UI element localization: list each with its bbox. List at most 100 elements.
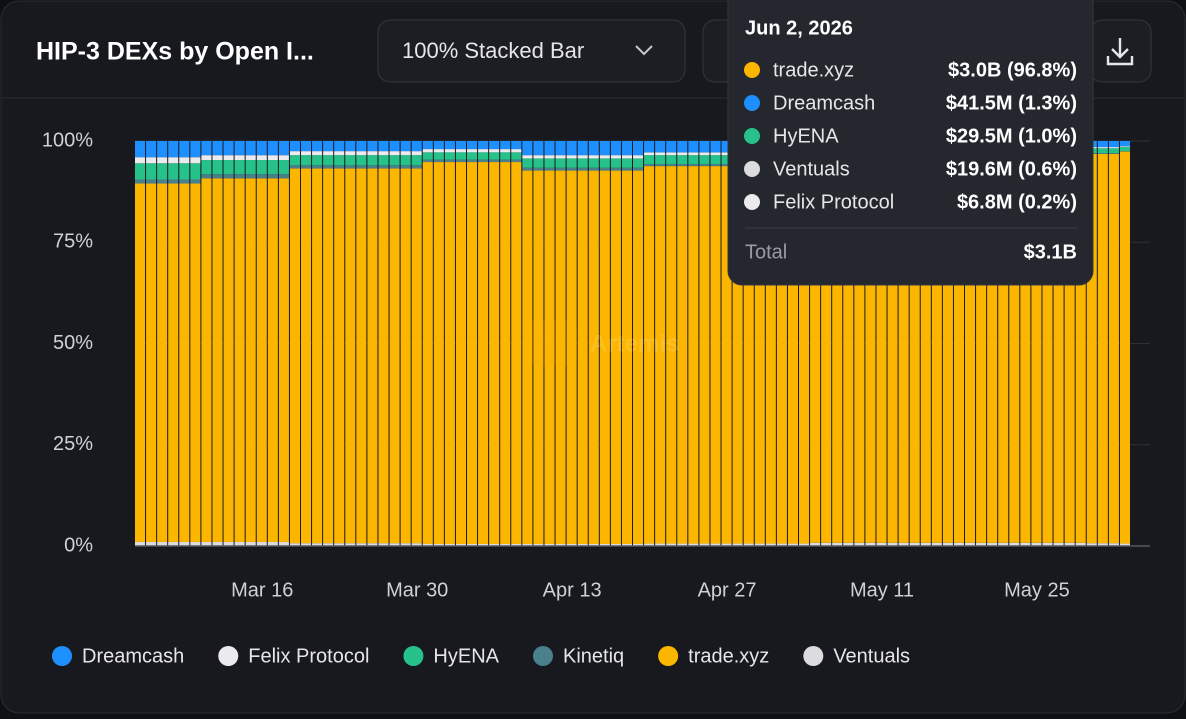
bar-segment [257, 174, 267, 178]
bar-segment [1109, 154, 1119, 543]
bar-segment [212, 155, 222, 160]
bar-segment [1120, 141, 1130, 146]
bar-segment [412, 141, 422, 151]
bar-segment [179, 179, 189, 183]
bar-segment [445, 149, 455, 152]
bar-segment [390, 155, 400, 165]
bar-segment [224, 174, 234, 178]
bar-segment [456, 160, 466, 162]
bar-segment [533, 168, 543, 171]
bar-segment [1120, 147, 1130, 151]
bar-segment [356, 155, 366, 165]
bar-segment [655, 141, 665, 152]
bar-segment [467, 160, 477, 162]
bar-segment [611, 158, 621, 167]
x-tick-label: Mar 30 [386, 579, 448, 601]
bar-segment [246, 155, 256, 160]
bar-segment [478, 160, 488, 162]
bar-segment [179, 184, 189, 542]
bar-segment [367, 155, 377, 165]
bar-segment [235, 141, 245, 155]
bar-segment [212, 141, 222, 155]
chart-title: HIP-3 DEXs by Open I... [36, 38, 314, 66]
bar-segment [445, 162, 455, 544]
bar-segment [212, 174, 222, 178]
bar-segment [500, 141, 510, 149]
bar-segment [589, 155, 599, 158]
bar-segment [157, 157, 167, 163]
bar-segment [290, 169, 300, 544]
bar-segment [710, 166, 720, 543]
bar-segment [323, 165, 333, 168]
bar-segment [201, 155, 211, 160]
bar-segment [201, 178, 211, 542]
bar-segment [688, 155, 698, 164]
x-tick-label: Apr 27 [698, 579, 757, 601]
bar-segment [467, 152, 477, 159]
tooltip-title: Jun 2, 2026 [745, 17, 853, 39]
bar-segment [135, 179, 145, 183]
bar-segment [1098, 141, 1108, 147]
bar-segment [356, 151, 366, 155]
bar-segment [146, 184, 156, 542]
legend-marker [218, 646, 238, 666]
bar-segment [401, 151, 411, 155]
bar-segment [445, 160, 455, 162]
legend-label: Dreamcash [82, 645, 184, 667]
tooltip: Jun 2, 2026 Total $3.1B trade.xyz$3.0B (… [728, 0, 1093, 285]
bar-segment [489, 160, 499, 162]
bar-segment [655, 155, 665, 164]
tooltip-series-name: Felix Protocol [773, 191, 894, 213]
bar-segment [146, 163, 156, 179]
bar-segment [511, 152, 521, 159]
y-tick-label: 100% [42, 129, 93, 151]
bar-segment [688, 141, 698, 152]
bar-segment [1109, 147, 1119, 148]
bar-segment [312, 169, 322, 544]
bar-segment [378, 169, 388, 544]
bar-segment [224, 155, 234, 160]
bar-segment [201, 141, 211, 155]
bar-segment [644, 155, 654, 164]
bar-segment [367, 169, 377, 544]
legend-label: Felix Protocol [248, 645, 369, 667]
bar-segment [710, 152, 720, 155]
bar-segment [323, 151, 333, 155]
bar-segment [600, 155, 610, 158]
bar-segment [401, 155, 411, 165]
bar-segment [168, 163, 178, 179]
bar-segment [179, 163, 189, 179]
bar-segment [644, 141, 654, 152]
bar-segment [401, 169, 411, 544]
bar-segment [500, 160, 510, 162]
bar-segment [301, 169, 311, 544]
bar-segment [622, 141, 632, 155]
bar-segment [567, 168, 577, 171]
bar-segment [257, 141, 267, 155]
bar-segment [279, 178, 289, 542]
bar-segment [434, 141, 444, 149]
bar-segment [423, 160, 433, 162]
bar-segment [378, 151, 388, 155]
bar-segment [1098, 148, 1108, 153]
bar-segment [312, 155, 322, 165]
bar-segment [179, 141, 189, 157]
bar-segment [445, 141, 455, 149]
tooltip-marker [744, 62, 760, 78]
bar-segment [190, 179, 200, 183]
bar-segment [567, 141, 577, 155]
bar-segment [268, 141, 278, 155]
bar-segment [201, 160, 211, 174]
bar-segment [235, 160, 245, 174]
legend-label: HyENA [433, 645, 499, 667]
bar-segment [633, 141, 643, 155]
bar-segment [622, 168, 632, 171]
bar-segment [633, 168, 643, 171]
legend-label: Ventuals [833, 645, 910, 667]
tooltip-series-value: $19.6M (0.6%) [946, 158, 1077, 180]
bar-segment [666, 164, 676, 166]
bar-segment [1098, 154, 1108, 543]
bar-segment [367, 165, 377, 168]
bar-segment [544, 158, 554, 167]
bar-segment [556, 158, 566, 167]
